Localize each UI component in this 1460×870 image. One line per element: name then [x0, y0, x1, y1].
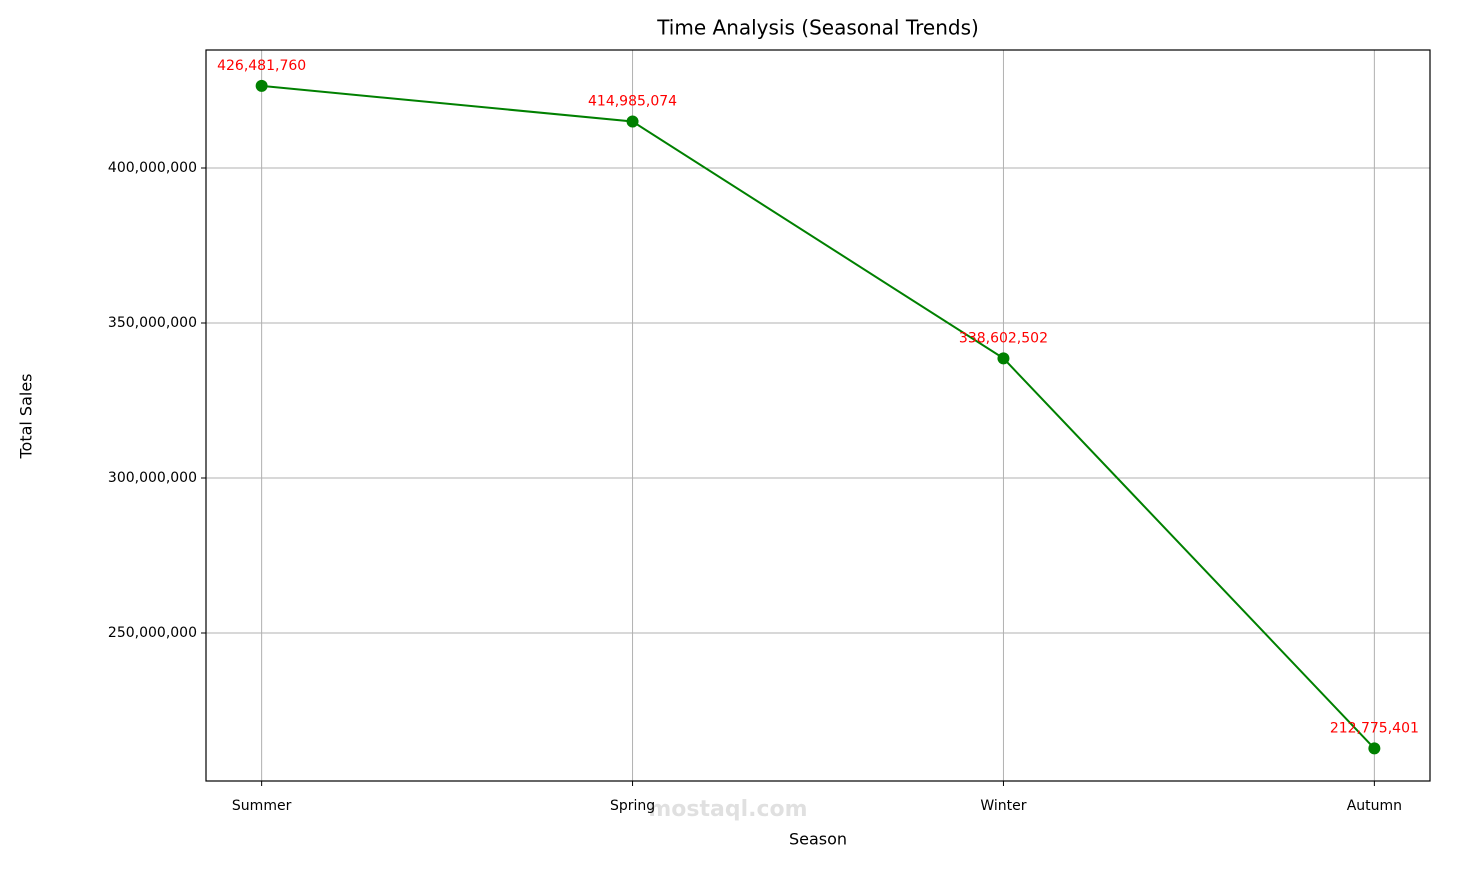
x-tick-label: Summer: [232, 798, 292, 814]
value-label: 426,481,760: [217, 58, 306, 74]
watermark: mostaql.com: [648, 797, 807, 822]
y-tick-label: 350,000,000: [108, 315, 197, 331]
value-label: 414,985,074: [588, 94, 677, 110]
point: [1368, 742, 1381, 755]
x-tick-label: Winter: [980, 798, 1026, 814]
y-axis-label: Total Sales: [17, 373, 36, 459]
x-tick-label: Spring: [610, 798, 655, 814]
y-tick-label: 300,000,000: [108, 470, 197, 486]
y-tick-label: 250,000,000: [108, 625, 197, 641]
value-label: 212,775,401: [1330, 720, 1419, 736]
value-label: 338,602,502: [959, 330, 1048, 346]
chart-title: Time Analysis (Seasonal Trends): [656, 16, 979, 40]
line: [261, 84, 1376, 750]
point: [997, 352, 1010, 365]
x-axis-label: Season: [789, 830, 847, 849]
x-tick-label: Autumn: [1347, 798, 1402, 814]
y-tick-label: 400,000,000: [108, 160, 197, 176]
point: [626, 115, 639, 128]
point: [255, 79, 268, 92]
plot-frame: [205, 49, 1431, 782]
